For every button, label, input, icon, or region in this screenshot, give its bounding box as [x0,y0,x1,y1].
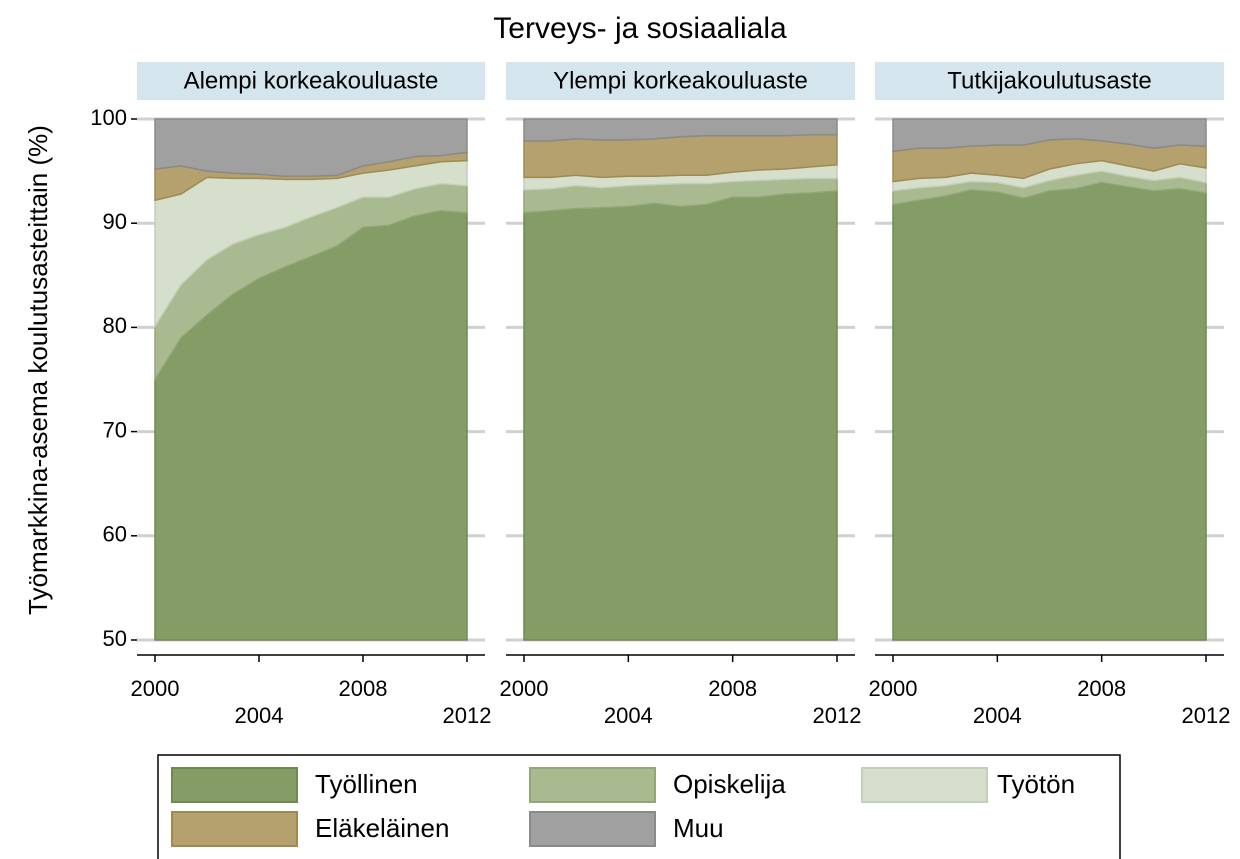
legend-label: Työtön [997,769,1075,799]
legend-swatch [171,811,298,847]
x-tick-label: 2000 [131,676,180,701]
area [154,118,468,178]
legend-label: Työllinen [315,769,418,799]
x-tick-label: 2004 [235,703,284,728]
x-tick-label: 2012 [443,703,492,728]
area [892,181,1207,641]
area [523,190,838,641]
x-tick-label: 2008 [708,676,757,701]
y-tick-label: 50 [103,626,127,651]
legend-swatch [861,767,988,803]
y-tick-label: 90 [103,209,127,234]
legend-label: Muu [673,813,724,843]
legend-swatch [171,767,298,803]
legend-swatch [529,767,656,803]
panel-header [137,62,485,100]
legend-label: Opiskelija [673,769,786,799]
panel-header [506,62,855,100]
y-tick-label: 100 [90,105,127,130]
y-axis-label: Työmarkkina-asema koulutusasteittain (%) [23,125,53,615]
panel-title: Ylempi korkeakouluaste [553,67,808,94]
panel-title: Tutkijakoulutusaste [947,67,1152,94]
x-tick-label: 2012 [813,703,862,728]
y-tick-label: 60 [103,522,127,547]
panel-title: Alempi korkeakouluaste [184,67,439,94]
area [892,118,1207,153]
x-tick-label: 2000 [869,676,918,701]
area [523,118,838,142]
chart-title: Terveys- ja sosiaaliala [493,12,787,45]
legend-swatch [529,811,656,847]
x-tick-label: 2012 [1182,703,1231,728]
y-tick-label: 70 [103,417,127,442]
panel-header [875,62,1224,100]
x-tick-label: 2000 [500,676,549,701]
x-tick-label: 2008 [339,676,388,701]
x-tick-label: 2004 [973,703,1022,728]
y-tick-label: 80 [103,313,127,338]
legend-label: Eläkeläinen [315,813,449,843]
x-tick-label: 2004 [604,703,653,728]
x-tick-label: 2008 [1077,676,1126,701]
